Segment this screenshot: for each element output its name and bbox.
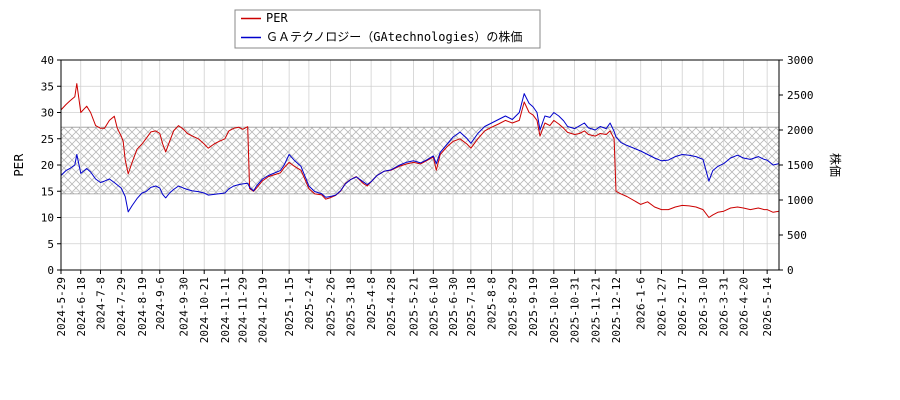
x-tick-label: 2025-2-4 (303, 277, 316, 330)
left-tick-label: 25 (41, 133, 54, 146)
left-tick-label: 10 (41, 212, 54, 225)
left-tick-label: 40 (41, 54, 54, 67)
x-tick-label: 2024-7-8 (95, 277, 108, 330)
left-tick-label: 20 (41, 159, 54, 172)
x-tick-label: 2025-5-21 (408, 277, 421, 337)
right-tick-label: 1500 (787, 159, 814, 172)
right-tick-label: 1000 (787, 194, 814, 207)
x-tick-label: 2026-1-27 (655, 277, 668, 337)
left-axis-ticks: 0 5 10 15 20 25 30 35 40 (41, 54, 61, 277)
x-tick-label: 2024-9-6 (154, 277, 167, 330)
legend-label-per: PER (266, 11, 288, 25)
x-tick-label: 2024-10-21 (198, 277, 211, 343)
x-tick-label: 2025-4-28 (385, 277, 398, 337)
x-tick-label: 2026-3-31 (718, 277, 731, 337)
x-tick-label: 2025-12-12 (610, 277, 623, 343)
left-tick-label: 15 (41, 185, 54, 198)
series-lines (61, 83, 779, 218)
left-tick-label: 35 (41, 80, 54, 93)
x-tick-label: 2025-3-18 (344, 277, 357, 337)
right-axis-title: 株価 (828, 153, 843, 177)
legend-label-price: ＧＡテクノロジー（GAtechnologies）の株価 (266, 29, 522, 44)
x-tick-label: 2026-4-20 (737, 277, 750, 337)
right-tick-label: 0 (787, 264, 794, 277)
right-tick-label: 2500 (787, 89, 814, 102)
right-axis-ticks: 0 500 1000 1500 2000 2500 3000 (779, 54, 814, 277)
x-tick-label: 2025-9-19 (527, 277, 540, 337)
x-tick-label: 2025-4-8 (365, 277, 378, 330)
x-tick-label: 2025-1-15 (283, 277, 296, 337)
x-tick-label: 2025-11-21 (589, 277, 602, 343)
x-tick-label: 2025-8-8 (486, 277, 499, 330)
grid (60, 59, 779, 271)
band-fill (61, 127, 779, 194)
legend: PER ＧＡテクノロジー（GAtechnologies）の株価 (234, 9, 541, 49)
left-tick-label: 5 (47, 238, 54, 251)
x-tick-label: 2025-7-18 (465, 277, 478, 337)
x-tick-label: 2024-9-30 (177, 277, 190, 337)
x-tick-label: 2026-2-17 (676, 277, 689, 337)
x-tick-label: 2024-8-19 (136, 277, 149, 337)
left-tick-label: 30 (41, 107, 54, 120)
x-tick-label: 2024-5-29 (55, 277, 68, 337)
x-tick-label: 2024-11-11 (219, 277, 232, 343)
x-tick-label: 2025-10-10 (548, 277, 561, 343)
x-tick-label: 2024-12-19 (256, 277, 269, 343)
reference-band (61, 126, 779, 195)
right-tick-label: 2000 (787, 124, 814, 137)
left-axis-title: PER (12, 153, 26, 176)
x-axis-ticks: 2024-5-29 2024-6-18 2024-7-8 2024-7-29 2024-… (55, 270, 774, 343)
stock-price-series-line (61, 93, 779, 213)
x-tick-label: 2026-3-10 (697, 277, 710, 337)
legend-box (234, 9, 541, 49)
x-tick-label: 2025-6-30 (447, 277, 460, 337)
x-tick-label: 2025-10-31 (569, 277, 582, 343)
x-tick-label: 2025-6-10 (427, 277, 440, 337)
x-tick-label: 2024-7-29 (115, 277, 128, 337)
right-tick-label: 3000 (787, 54, 814, 67)
left-tick-label: 0 (47, 264, 54, 277)
x-tick-label: 2025-8-29 (506, 277, 519, 337)
right-tick-label: 500 (787, 229, 807, 242)
x-tick-label: 2024-11-29 (237, 277, 250, 343)
x-tick-label: 2026-5-14 (761, 277, 774, 337)
x-tick-label: 2025-2-26 (325, 277, 338, 337)
x-tick-label: 2024-6-18 (75, 277, 88, 337)
x-tick-label: 2026-1-6 (635, 277, 648, 330)
